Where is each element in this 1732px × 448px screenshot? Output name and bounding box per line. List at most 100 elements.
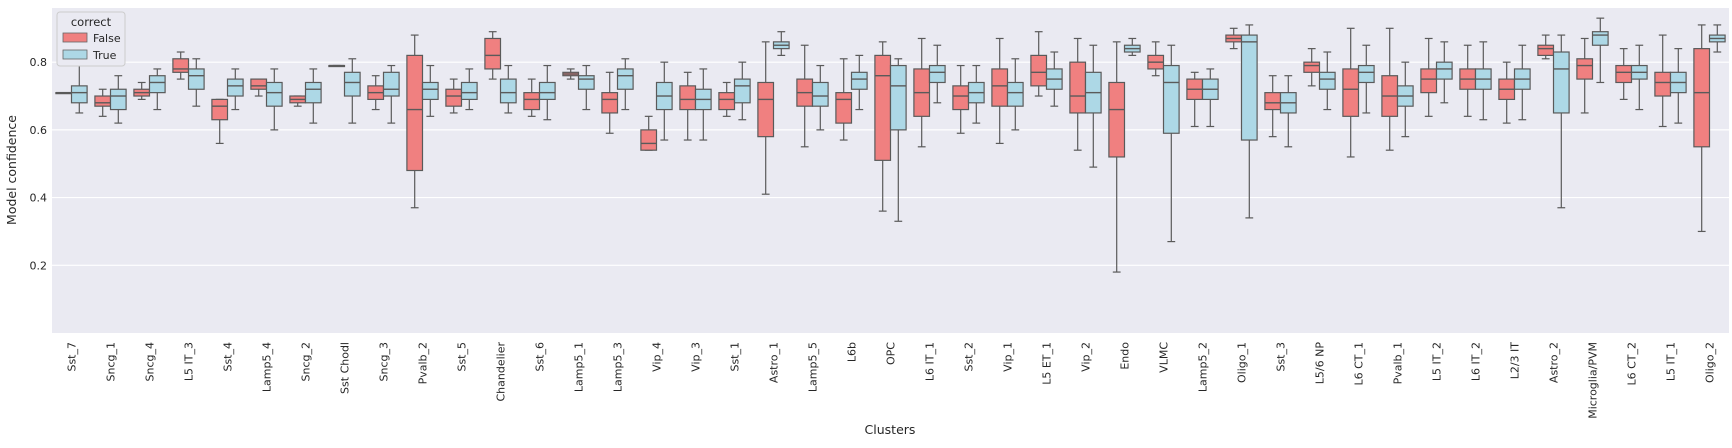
x-tick-label: L5 IT_1 bbox=[1665, 342, 1678, 381]
box-false-sst-4 bbox=[211, 98, 229, 145]
box-true-sst-3 bbox=[1279, 75, 1297, 148]
x-tick-label: Astro_1 bbox=[768, 342, 781, 383]
box-true-sst-5 bbox=[460, 68, 478, 111]
x-tick-layer: Sst_7 Sncg_1 Sncg_4 L5 IT_3 Sst_4 Lamp5_4 Sncg… bbox=[66, 342, 1717, 419]
box-iqr bbox=[109, 88, 127, 111]
box-iqr bbox=[1006, 81, 1024, 107]
box-iqr bbox=[172, 58, 190, 73]
box-false-sst-2 bbox=[952, 64, 970, 134]
box-iqr bbox=[406, 54, 424, 172]
box-iqr bbox=[1240, 34, 1258, 141]
box-iqr bbox=[421, 81, 439, 101]
box-true-sst-4 bbox=[226, 68, 244, 111]
box-iqr bbox=[718, 92, 736, 111]
legend-label-true: True bbox=[92, 49, 117, 62]
box-true-l2-3-it bbox=[1513, 44, 1531, 121]
box-true-sncg-3 bbox=[382, 64, 400, 124]
box-iqr bbox=[304, 81, 322, 104]
x-tick-label: OPC bbox=[885, 342, 898, 365]
box-false-l6b bbox=[835, 58, 853, 141]
box-true-vip-2 bbox=[1084, 44, 1102, 168]
x-tick-label: Vip_2 bbox=[1080, 342, 1093, 372]
x-tick-label: Astro_2 bbox=[1548, 342, 1561, 383]
box-true-chandelier bbox=[499, 64, 517, 114]
x-tick-label: L6 CT_2 bbox=[1626, 342, 1639, 386]
box-iqr bbox=[460, 81, 478, 101]
x-tick-label: Sst Chodl bbox=[339, 342, 352, 394]
x-tick-label: Sst_5 bbox=[456, 342, 469, 372]
x-tick-label: Sst_1 bbox=[729, 342, 742, 372]
box-false-chandelier bbox=[484, 31, 502, 80]
x-tick-label: Lamp5_1 bbox=[573, 342, 586, 392]
x-tick-label: Lamp5_4 bbox=[261, 342, 274, 392]
box-iqr bbox=[1342, 68, 1360, 117]
x-tick-label: Lamp5_3 bbox=[612, 342, 625, 392]
x-tick-label: Chandelier bbox=[495, 342, 508, 402]
box-true-l6-ct-2 bbox=[1630, 44, 1648, 111]
box-iqr bbox=[523, 92, 541, 111]
x-tick-label: Vip_4 bbox=[651, 342, 664, 372]
box-false-l6-it-2 bbox=[1459, 44, 1477, 117]
box-true-astro-2 bbox=[1552, 34, 1570, 209]
box-true-lamp5-1 bbox=[577, 64, 595, 111]
box-true-pvalb-2 bbox=[421, 64, 439, 117]
box-iqr bbox=[640, 129, 658, 151]
box-iqr bbox=[211, 98, 229, 121]
x-tick-label: Sst_7 bbox=[66, 342, 79, 372]
box-true-l5-it-2 bbox=[1435, 41, 1453, 104]
box-true-vlmc bbox=[1162, 44, 1180, 243]
box-false-sncg-3 bbox=[367, 75, 385, 111]
box-true-l6-ct-1 bbox=[1357, 44, 1375, 114]
x-tick-label: Vip_1 bbox=[1002, 342, 1015, 372]
box-iqr bbox=[1030, 54, 1048, 87]
box-iqr bbox=[445, 88, 463, 107]
box-false-l2-3-it bbox=[1498, 61, 1516, 124]
box-true-l6-it-1 bbox=[928, 44, 946, 104]
x-tick-label: Sncg_3 bbox=[378, 342, 391, 381]
box-false-endo bbox=[1108, 41, 1126, 273]
box-false-astro-2 bbox=[1537, 34, 1555, 60]
x-tick-label: L5 ET_1 bbox=[1041, 342, 1054, 385]
box-iqr bbox=[148, 75, 166, 94]
box-true-l5-et-1 bbox=[1045, 51, 1063, 107]
box-iqr bbox=[850, 71, 868, 90]
box-iqr bbox=[811, 81, 829, 107]
box-true-pvalb-1 bbox=[1396, 61, 1414, 138]
box-iqr bbox=[733, 78, 751, 104]
x-tick-label: Oligo_2 bbox=[1704, 342, 1717, 383]
box-false-l5-it-3 bbox=[172, 51, 190, 80]
box-true-l5-it-3 bbox=[187, 58, 205, 107]
box-iqr bbox=[889, 64, 907, 131]
x-tick-label: Lamp5_2 bbox=[1197, 342, 1210, 392]
box-iqr bbox=[1654, 71, 1672, 97]
box-false-l6-ct-1 bbox=[1342, 27, 1360, 158]
x-tick-label: Lamp5_5 bbox=[807, 342, 820, 392]
x-tick-label: L2/3 IT bbox=[1509, 342, 1522, 380]
y-tick-label: 0.2 bbox=[30, 259, 48, 272]
box-true-sst-7 bbox=[70, 64, 88, 114]
box-iqr bbox=[1552, 51, 1570, 114]
x-tick-label: Sncg_4 bbox=[144, 342, 157, 381]
box-true-vip-4 bbox=[655, 61, 673, 141]
y-axis-title: Model confidence bbox=[4, 115, 19, 225]
x-tick-label: L6 CT_1 bbox=[1353, 342, 1366, 386]
box-true-vip-3 bbox=[694, 68, 712, 141]
box-iqr bbox=[1576, 58, 1594, 80]
box-iqr bbox=[1591, 31, 1609, 46]
box-iqr bbox=[1537, 44, 1555, 56]
x-tick-label: Oligo_1 bbox=[1236, 342, 1249, 383]
box-iqr bbox=[601, 92, 619, 114]
box-true-lamp5-2 bbox=[1201, 68, 1219, 128]
box-true-opc bbox=[889, 58, 907, 222]
box-iqr bbox=[757, 81, 775, 138]
box-iqr bbox=[382, 71, 400, 97]
box-iqr bbox=[70, 85, 88, 104]
box-iqr bbox=[1693, 48, 1711, 148]
box-iqr bbox=[226, 78, 244, 97]
box-iqr bbox=[94, 95, 112, 107]
box-true-sncg-1 bbox=[109, 75, 127, 124]
box-false-sst-1 bbox=[718, 81, 736, 117]
box-true-astro-1 bbox=[772, 31, 790, 56]
